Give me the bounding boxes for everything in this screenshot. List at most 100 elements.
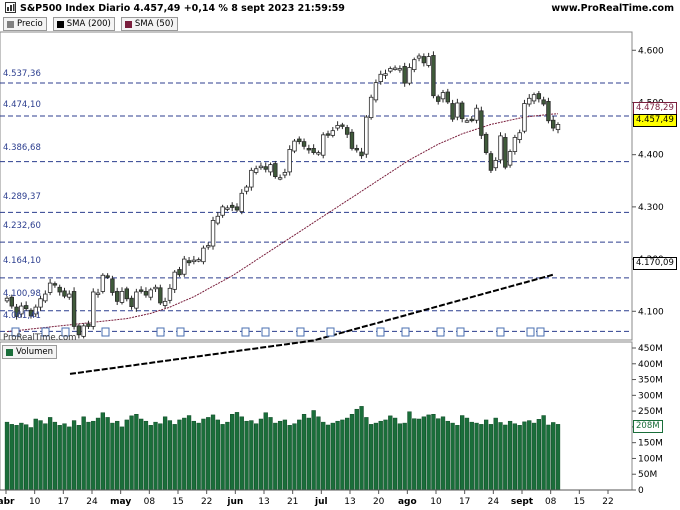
candle-body	[43, 293, 48, 302]
candle-body	[459, 102, 465, 120]
event-marker-icon	[536, 327, 545, 337]
candle-body	[498, 135, 503, 161]
candle-body	[14, 306, 19, 317]
candle-body	[95, 292, 101, 295]
volume-bar	[33, 418, 38, 491]
volume-bar	[373, 422, 379, 491]
volume-bar	[507, 420, 513, 491]
candle-body	[541, 99, 546, 105]
volume-bar	[19, 422, 24, 491]
sma200-price-tag: 4.170,09	[633, 257, 677, 270]
candle-body	[392, 67, 398, 70]
candle-body	[368, 96, 374, 119]
time-axis-label: 15	[172, 497, 183, 507]
legend-item-volume[interactable]: Volumen	[2, 345, 58, 359]
candle-body	[23, 305, 29, 310]
volume-bar	[24, 424, 29, 491]
candle-body	[517, 132, 522, 140]
brand-link[interactable]: www.ProRealTime.com	[551, 3, 674, 14]
candle-body	[436, 96, 441, 102]
candle-body	[359, 151, 364, 157]
volume-bar	[378, 420, 383, 491]
volume-bar	[167, 420, 173, 491]
candle-body	[297, 138, 302, 143]
volume-bar	[220, 424, 225, 491]
volume-bar	[57, 425, 62, 491]
candle-body	[196, 259, 201, 262]
candle-body	[445, 91, 450, 103]
volume-bar	[182, 417, 187, 491]
level-label: 4.061,41	[3, 311, 41, 321]
candle-body	[249, 169, 254, 188]
candle-body	[431, 55, 436, 97]
sma50-line	[6, 113, 559, 333]
price-axis-label: 4.400	[638, 151, 664, 161]
candle-body	[182, 258, 187, 275]
event-marker-icon	[296, 327, 305, 337]
time-axis-label: 22	[201, 497, 212, 507]
legend-item-sma50[interactable]: SMA (50)	[120, 17, 178, 31]
candle-body	[469, 118, 474, 122]
candle-body	[474, 107, 479, 121]
candle-body	[555, 124, 561, 131]
candle-body	[253, 168, 259, 173]
chart-settings-icon[interactable]	[5, 2, 16, 13]
candle-body	[76, 325, 82, 336]
volume-bar	[503, 424, 508, 491]
candle-body	[62, 290, 67, 297]
volume-bar	[52, 421, 58, 491]
volume-bar	[119, 426, 125, 491]
price-swatch-icon	[7, 20, 14, 28]
volume-bar	[421, 416, 426, 491]
volume-bar	[268, 417, 273, 491]
event-marker-icon	[11, 327, 20, 337]
time-axis-label: 10	[29, 497, 41, 507]
sma50-swatch-icon	[124, 20, 132, 28]
candle-body	[4, 297, 10, 302]
candle-body	[330, 130, 336, 136]
time-axis-label: 24	[488, 497, 500, 507]
candle-body	[479, 110, 484, 136]
volume-bar	[277, 420, 283, 491]
volume-bar	[416, 418, 422, 491]
event-marker-icon	[526, 327, 535, 337]
candle-body	[507, 151, 513, 166]
time-axis-label: 13	[258, 497, 269, 507]
volume-bar	[426, 414, 431, 491]
volume-bar	[392, 417, 398, 491]
volume-axis-label: 350M	[638, 376, 663, 386]
candle-body	[234, 206, 240, 211]
candle-body	[124, 288, 129, 300]
candle-body	[344, 127, 350, 135]
candle-body	[215, 215, 221, 224]
volume-bar	[124, 419, 129, 491]
volume-bar	[555, 424, 561, 491]
candle-body	[335, 125, 340, 129]
event-marker-icon	[176, 327, 185, 337]
legend-item-price[interactable]: Precio	[3, 17, 47, 31]
legend-item-sma200[interactable]: SMA (200)	[52, 17, 115, 31]
volume-bar	[9, 424, 14, 491]
candle-body	[91, 291, 96, 327]
time-axis-label: 21	[287, 497, 298, 507]
volume-bar	[531, 422, 537, 491]
volume-bar	[412, 418, 417, 491]
volume-bar	[292, 423, 297, 491]
candle-body	[115, 291, 120, 302]
time-axis-label: jun	[226, 497, 243, 507]
candle-body	[488, 153, 494, 171]
sma200-swatch-icon	[56, 20, 64, 28]
legend-label: SMA (200)	[66, 19, 111, 29]
candle-body	[349, 131, 355, 149]
volume-bar	[345, 417, 350, 491]
volume-bar	[234, 412, 240, 491]
time-axis-label: may	[110, 497, 131, 507]
event-marker-icon	[41, 327, 50, 337]
candle-body	[81, 325, 86, 337]
candle-body	[129, 297, 134, 307]
candle-body	[340, 124, 345, 127]
volume-bar	[431, 414, 436, 491]
time-axis-label: abr	[0, 497, 15, 507]
volume-bar	[191, 420, 197, 491]
